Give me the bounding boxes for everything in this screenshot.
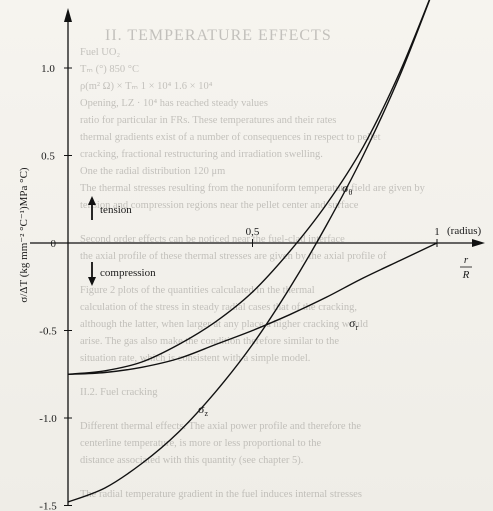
tension-label: tension [100,204,132,216]
y-axis-label: σ/ΔT (kg mm⁻² °C⁻¹)MPa °C) [18,167,30,302]
series-line-2 [67,242,438,375]
series-label-2: σr [349,316,358,332]
y-axis-arrow [64,8,72,22]
x-unit-denominator: R [462,269,470,281]
x-tick-label: 0 [51,238,57,250]
x-tick-label: 0,5 [246,226,260,238]
series-line-3 [67,0,431,503]
series-line-1 [67,0,431,375]
y-tick-label: -0.5 [39,326,57,338]
x-axis-arrow [472,239,485,247]
series-label-3: σz [198,402,208,418]
y-tick-label: 0.5 [41,151,55,163]
x-unit-numerator: r [464,254,469,266]
tension-arrow-head [88,196,96,205]
compression-arrow-head [88,277,96,286]
y-tick-label: -1.5 [39,501,57,511]
y-tick-label: 1.0 [41,63,55,75]
series-label-1: σθ [342,181,352,197]
y-tick-label: -1.0 [39,413,57,425]
x-tick-label: 1 [434,226,440,238]
x-axis-label: (radius) [447,225,482,237]
compression-label: compression [100,267,156,279]
